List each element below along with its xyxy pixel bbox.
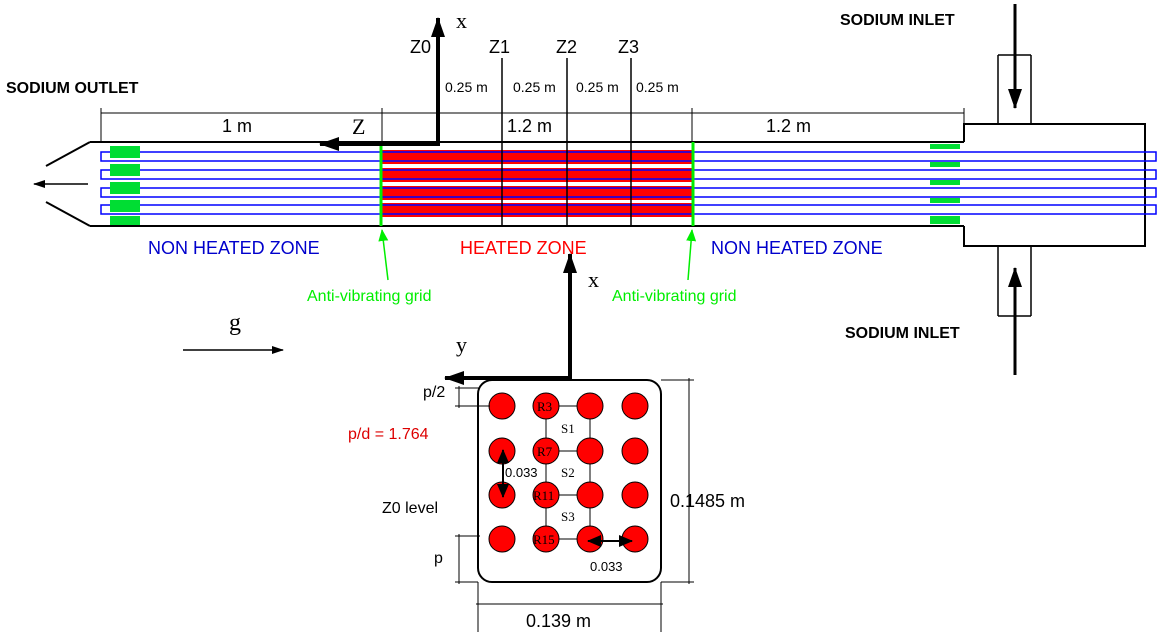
level-label-z1: Z1 (489, 37, 510, 57)
left-spacer-grid (110, 146, 140, 225)
gap-horizontal-label: 0.033 (590, 559, 623, 574)
level-label-z3: Z3 (618, 37, 639, 57)
level-spacing-2: 0.25 m (576, 79, 619, 95)
cross-axis-y-label: y (456, 332, 467, 357)
rod-label-r11: R11 (533, 488, 554, 503)
non-heated-zone-right-label: NON HEATED ZONE (711, 238, 883, 258)
channel-outline (45, 123, 1146, 247)
level-label-z2: Z2 (556, 37, 577, 57)
level-spacing-0: 0.25 m (445, 79, 488, 95)
level-spacing-1: 0.25 m (513, 79, 556, 95)
rod-circle (532, 525, 560, 553)
right-spacer-grid (930, 144, 960, 224)
non-heated-zone-left-label: NON HEATED ZONE (148, 238, 320, 258)
rod-circle (621, 481, 649, 509)
rod-circle (621, 437, 649, 465)
rod-circle (532, 481, 560, 509)
rod-circle (488, 525, 516, 553)
segment-length-inlet: 1.2 m (766, 116, 811, 136)
anti-vibrating-grid-right-arrow (686, 229, 697, 281)
anti-vibrating-grid-left-arrow (378, 229, 389, 281)
rod-circle (576, 525, 604, 553)
level-spacing-3: 0.25 m (636, 79, 679, 95)
segment-length-outlet: 1 m (222, 116, 252, 136)
gravity-label: g (229, 310, 241, 336)
segment-length-heated: 1.2 m (507, 116, 552, 136)
sodium-inlet-bottom-label: SODIUM INLET (845, 325, 960, 342)
subchannel-label-s2: S2 (561, 465, 575, 480)
rod-circle (576, 392, 604, 420)
rod-circle (621, 392, 649, 420)
cross-section-axes (444, 253, 577, 385)
cross-section-rods (488, 392, 649, 553)
anti-vibrating-grid-left-label: Anti-vibrating grid (307, 288, 432, 305)
cross-section-dimension-lines (455, 378, 694, 632)
cross-section-height-label: 0.1485 m (670, 491, 745, 511)
half-pitch-label: p/2 (423, 384, 445, 401)
cross-axis-x-label: x (588, 267, 599, 292)
rod-label-r7: R7 (537, 444, 553, 459)
rod-label-r15: R15 (533, 532, 555, 547)
rod-circle (532, 437, 560, 465)
pitch-label: p (434, 550, 443, 567)
level-label-z0: Z0 (410, 37, 431, 57)
cross-section-width-label: 0.139 m (526, 611, 591, 631)
rod-circle (576, 437, 604, 465)
level-spacing-labels: 0.25 m 0.25 m 0.25 m 0.25 m (445, 79, 679, 95)
fuel-pins (100, 151, 1157, 215)
sodium-inlet-top-label: SODIUM INLET (840, 12, 955, 29)
heated-zone-rods (382, 150, 693, 217)
heated-zone-label: HEATED ZONE (460, 238, 587, 258)
length-dimension-line (100, 108, 965, 142)
rod-label-r3: R3 (537, 399, 552, 414)
top-axis-x-label: x (456, 8, 467, 33)
subchannel-label-s3: S3 (561, 509, 575, 524)
rod-circle (576, 481, 604, 509)
top-axis-z-label: Z (352, 114, 365, 139)
z0-level-label: Z0 level (382, 500, 438, 517)
anti-vibrating-grids (379, 142, 695, 226)
rod-circle (621, 525, 649, 553)
anti-vibrating-grid-right-label: Anti-vibrating grid (612, 288, 737, 305)
top-coordinate-axes (319, 17, 445, 151)
cross-section-frame (477, 379, 662, 583)
gap-vertical-label: 0.033 (505, 465, 538, 480)
sodium-outlet-label: SODIUM OUTLET (6, 80, 139, 97)
subchannel-label-s1: S1 (561, 421, 575, 436)
rod-circle (532, 392, 560, 420)
pitch-diameter-ratio-label: p/d = 1.764 (348, 426, 429, 443)
level-labels: Z0 Z1 Z2 Z3 (410, 37, 639, 57)
rod-circle (488, 392, 516, 420)
